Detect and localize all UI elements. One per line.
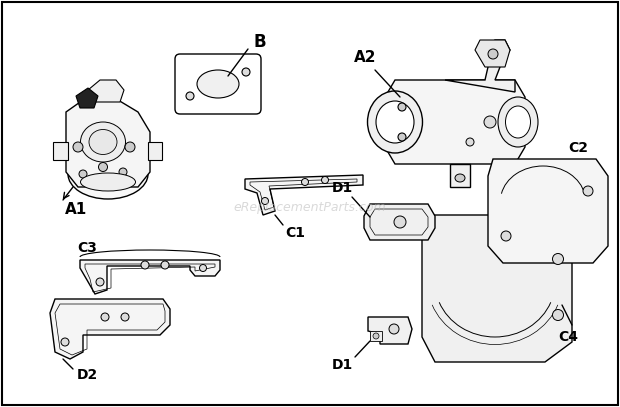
Bar [370, 331, 382, 341]
Ellipse shape [552, 254, 564, 265]
Ellipse shape [79, 170, 87, 178]
FancyBboxPatch shape [175, 54, 261, 114]
Ellipse shape [466, 138, 474, 146]
Polygon shape [364, 204, 435, 240]
Ellipse shape [99, 162, 107, 171]
Ellipse shape [498, 97, 538, 147]
Text: A2: A2 [354, 50, 376, 64]
Ellipse shape [81, 122, 125, 162]
Ellipse shape [68, 149, 148, 199]
Ellipse shape [484, 116, 496, 128]
Ellipse shape [398, 133, 406, 141]
Text: B: B [254, 33, 267, 51]
Ellipse shape [505, 106, 531, 138]
Text: C2: C2 [568, 141, 588, 155]
Text: C1: C1 [285, 226, 305, 240]
Ellipse shape [73, 142, 83, 152]
Ellipse shape [322, 177, 329, 184]
Text: D2: D2 [76, 368, 97, 382]
Polygon shape [422, 215, 572, 362]
Text: eReplacementParts.com: eReplacementParts.com [234, 201, 386, 214]
Ellipse shape [200, 265, 206, 271]
Text: D1: D1 [331, 358, 353, 372]
Ellipse shape [96, 278, 104, 286]
Ellipse shape [398, 103, 406, 111]
Ellipse shape [121, 313, 129, 321]
Ellipse shape [141, 261, 149, 269]
Polygon shape [450, 164, 470, 187]
Ellipse shape [61, 338, 69, 346]
Ellipse shape [89, 129, 117, 155]
Ellipse shape [119, 168, 127, 176]
Ellipse shape [583, 186, 593, 196]
Ellipse shape [373, 333, 379, 339]
Polygon shape [80, 260, 220, 294]
Text: C4: C4 [558, 330, 578, 344]
Polygon shape [445, 40, 515, 92]
Text: A1: A1 [65, 203, 87, 217]
Ellipse shape [161, 261, 169, 269]
Bar [148, 142, 162, 160]
Ellipse shape [488, 49, 498, 59]
Ellipse shape [125, 142, 135, 152]
Ellipse shape [394, 216, 406, 228]
Polygon shape [368, 317, 412, 344]
Ellipse shape [376, 101, 414, 143]
Ellipse shape [389, 324, 399, 334]
Ellipse shape [552, 309, 564, 320]
Polygon shape [50, 299, 170, 359]
Text: C3: C3 [77, 241, 97, 255]
Polygon shape [245, 175, 363, 215]
Ellipse shape [501, 231, 511, 241]
Ellipse shape [455, 174, 465, 182]
Ellipse shape [301, 179, 309, 186]
Ellipse shape [81, 173, 136, 191]
Ellipse shape [262, 197, 268, 204]
Ellipse shape [186, 92, 194, 100]
Ellipse shape [101, 313, 109, 321]
Polygon shape [88, 80, 124, 102]
Polygon shape [385, 80, 525, 164]
Ellipse shape [197, 70, 239, 98]
Polygon shape [66, 100, 150, 187]
Polygon shape [488, 159, 608, 263]
Polygon shape [475, 40, 510, 67]
Bar [53, 142, 68, 160]
Polygon shape [76, 88, 98, 108]
Text: D1: D1 [331, 181, 353, 195]
Ellipse shape [368, 91, 422, 153]
Ellipse shape [242, 68, 250, 76]
